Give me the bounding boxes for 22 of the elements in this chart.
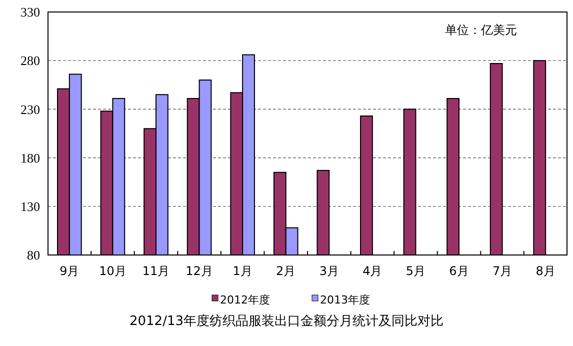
x-tick-label: 3月: [319, 264, 339, 278]
x-tick-label: 6月: [449, 264, 469, 278]
text: 2012/13年度纺织品服装出口金额分月统计及同比对比: [129, 313, 444, 329]
x-tick-label: 8月: [536, 264, 556, 278]
y-tick-label: 330: [20, 4, 40, 20]
x-tick-label: 4月: [362, 264, 382, 278]
legend-label: 2013年度: [320, 293, 370, 306]
y-tick-label: 230: [20, 102, 40, 117]
annotation: 单位：亿美元: [445, 23, 517, 37]
x-tick-label: 7月: [492, 264, 512, 278]
y-tick-label: 80: [27, 248, 40, 263]
y-tick-label: 280: [20, 53, 40, 68]
y-tick-label: 130: [20, 198, 40, 214]
x-tick-label: 2月: [276, 264, 296, 278]
x-tick-label: 1月: [232, 264, 252, 278]
legend-label: 2012年度: [220, 293, 270, 306]
x-tick-label: 12月: [186, 264, 213, 278]
x-tick-label: 10月: [99, 264, 126, 278]
y-tick-label: 180: [20, 150, 40, 166]
x-tick-label: 5月: [406, 264, 426, 278]
x-tick-label: 9月: [60, 264, 80, 278]
x-tick-label: 11月: [142, 264, 170, 278]
